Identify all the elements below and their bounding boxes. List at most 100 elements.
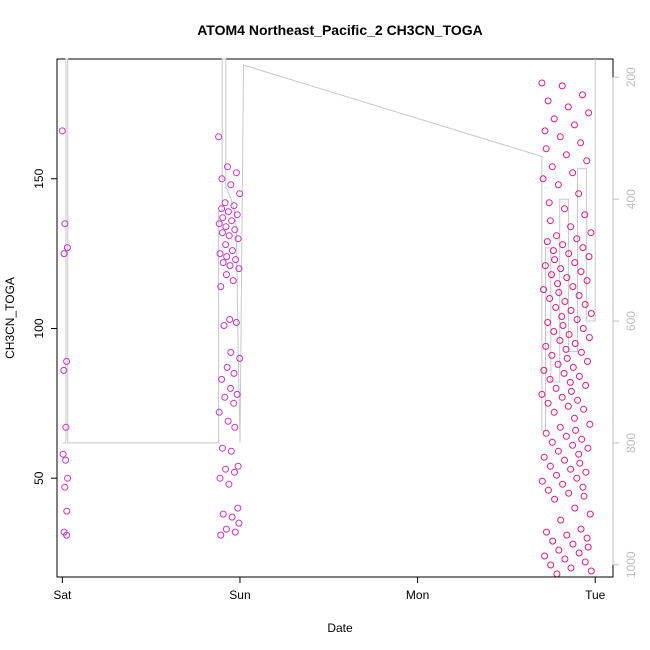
- data-point: [553, 570, 561, 578]
- data-point: [575, 372, 583, 380]
- data-point: [230, 369, 238, 377]
- data-point: [571, 414, 578, 422]
- data-point: [558, 393, 566, 401]
- data-point: [548, 351, 556, 359]
- data-point: [215, 408, 223, 416]
- data-point: [551, 256, 559, 264]
- data-point: [58, 127, 66, 135]
- data-point: [580, 405, 588, 413]
- data-point: [554, 280, 562, 288]
- data-point: [573, 474, 581, 482]
- data-point: [561, 298, 569, 305]
- data-point: [569, 540, 577, 548]
- data-point: [581, 558, 589, 566]
- y-axis-label: CH3CN_TOGA: [3, 277, 17, 359]
- data-point: [557, 516, 565, 524]
- data-point: [544, 486, 552, 494]
- data-point: [231, 528, 239, 536]
- data-point: [216, 250, 224, 258]
- y2-tick-label: 1000: [624, 551, 638, 578]
- data-point: [546, 375, 554, 383]
- chart-title: ATOM4 Northeast_Pacific_2 CH3CN_TOGA: [197, 22, 483, 38]
- data-point: [232, 169, 240, 177]
- data-point: [231, 423, 239, 431]
- data-point: [231, 468, 238, 476]
- data-point: [583, 534, 591, 542]
- data-point: [230, 202, 238, 210]
- data-point: [569, 441, 577, 449]
- data-point: [61, 483, 69, 491]
- data-point: [215, 133, 223, 141]
- data-point: [566, 378, 574, 386]
- data-point: [233, 211, 241, 219]
- data-point: [571, 121, 578, 129]
- data-point: [552, 384, 560, 392]
- data-point: [567, 564, 575, 572]
- data-point: [234, 504, 242, 512]
- data-point: [551, 495, 559, 503]
- x-tick-label: Sat: [53, 588, 72, 602]
- data-point: [227, 447, 235, 455]
- plot-box: [56, 58, 614, 578]
- data-point: [579, 483, 587, 491]
- data-point: [542, 145, 550, 153]
- data-point: [222, 271, 230, 279]
- data-point: [571, 504, 579, 512]
- data-point: [553, 232, 560, 240]
- data-point: [544, 319, 552, 326]
- data-point: [222, 525, 230, 533]
- x-axis-label: Date: [327, 621, 353, 635]
- data-point: [549, 537, 557, 545]
- data-point: [552, 304, 560, 311]
- data-point: [544, 97, 552, 105]
- data-point: [548, 438, 556, 446]
- x-tick-label: Tue: [585, 588, 606, 602]
- data-point: [563, 354, 571, 362]
- data-point: [558, 82, 566, 90]
- data-point: [546, 295, 554, 302]
- data-point: [558, 313, 566, 320]
- data-point: [222, 241, 230, 249]
- data-point: [232, 319, 240, 326]
- data-point: [544, 399, 552, 407]
- data-point: [550, 115, 558, 123]
- data-point: [578, 435, 586, 443]
- data-point: [561, 205, 568, 213]
- data-point: [232, 256, 240, 264]
- data-point: [583, 277, 591, 285]
- data-point: [542, 429, 550, 437]
- data-point: [564, 402, 572, 410]
- data-point: [224, 417, 232, 425]
- data-point: [553, 471, 560, 479]
- data-point: [584, 444, 592, 452]
- data-point: [223, 253, 231, 261]
- y2-tick-label: 200: [624, 67, 638, 87]
- data-point: [218, 229, 226, 237]
- data-point: [225, 232, 233, 240]
- data-point: [569, 169, 577, 177]
- data-point: [218, 205, 226, 213]
- data-point: [61, 220, 69, 228]
- data-point: [573, 316, 581, 323]
- data-point: [224, 163, 231, 171]
- data-point: [542, 342, 550, 350]
- y-tick-label: 150: [32, 168, 46, 188]
- data-point: [546, 462, 554, 470]
- data-point: [63, 244, 71, 252]
- data-point: [575, 450, 583, 458]
- secondary-y-axis: 200 400 600 800 1000: [612, 67, 638, 578]
- data-point: [587, 567, 595, 575]
- data-point: [554, 181, 562, 189]
- data-point: [548, 271, 555, 279]
- data-point: [63, 531, 71, 539]
- data-point: [554, 447, 562, 455]
- data-point: [543, 238, 551, 246]
- data-point: [579, 91, 586, 99]
- data-point: [573, 235, 581, 243]
- data-point: [63, 357, 71, 365]
- data-point: [227, 181, 235, 189]
- data-point: [577, 139, 585, 147]
- data-point: [575, 549, 583, 557]
- data-point: [561, 456, 568, 464]
- y-axis: 50 100 150: [32, 168, 58, 485]
